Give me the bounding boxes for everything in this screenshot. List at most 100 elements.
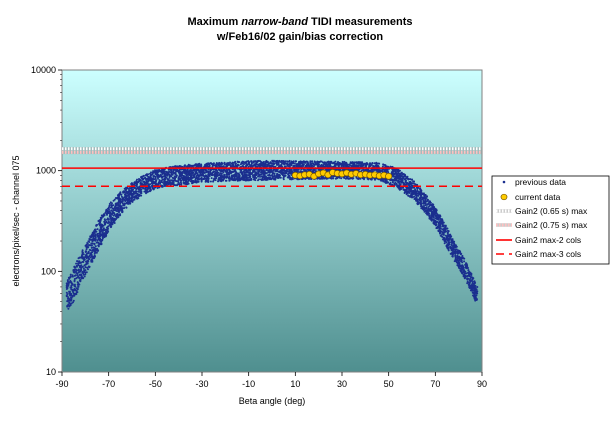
previous-data-point: [93, 249, 96, 252]
previous-data-point: [112, 204, 115, 207]
previous-data-point: [286, 170, 289, 173]
previous-data-point: [207, 176, 210, 179]
previous-data-point: [134, 181, 137, 184]
previous-data-point: [287, 165, 290, 168]
previous-data-point: [203, 172, 206, 174]
previous-data-point: [238, 161, 240, 163]
previous-data-point: [417, 194, 420, 197]
previous-data-point: [423, 210, 426, 213]
previous-data-point: [440, 230, 443, 233]
previous-data-point: [441, 221, 443, 224]
previous-data-point: [445, 241, 448, 244]
previous-data-point: [81, 255, 84, 258]
previous-data-point: [131, 188, 134, 191]
previous-data-point: [458, 250, 461, 253]
previous-data-point: [246, 176, 248, 179]
previous-data-point: [193, 164, 196, 167]
previous-data-point: [100, 243, 103, 245]
previous-data-point: [249, 169, 252, 172]
previous-data-point: [468, 272, 471, 275]
previous-data-point: [467, 269, 470, 272]
previous-data-point: [274, 165, 277, 168]
previous-data-point: [361, 161, 364, 164]
previous-data-point: [120, 193, 123, 196]
previous-data-point: [308, 177, 311, 180]
previous-data-point: [196, 173, 199, 176]
previous-data-point: [228, 175, 231, 178]
previous-data-point: [99, 239, 102, 241]
previous-data-point: [100, 229, 103, 231]
previous-data-point: [142, 177, 145, 180]
previous-data-point: [102, 227, 105, 230]
previous-data-point: [209, 169, 212, 172]
previous-data-point: [111, 218, 114, 221]
previous-data-point: [341, 160, 344, 163]
previous-data-point: [95, 224, 98, 227]
previous-data-point: [337, 163, 340, 165]
previous-data-point: [161, 178, 164, 181]
previous-data-point: [75, 269, 78, 272]
previous-data-point: [98, 233, 101, 235]
previous-data-point: [431, 213, 434, 216]
previous-data-point: [94, 230, 97, 233]
previous-data-point: [173, 175, 176, 178]
previous-data-point: [217, 180, 219, 183]
previous-data-point: [162, 175, 164, 178]
previous-data-point: [259, 175, 261, 178]
previous-data-point: [167, 179, 170, 182]
previous-data-point: [154, 183, 157, 185]
previous-data-point: [114, 218, 117, 221]
previous-data-point: [419, 196, 422, 199]
previous-data-point: [288, 165, 291, 168]
previous-data-point: [115, 204, 118, 207]
previous-data-point: [78, 283, 81, 286]
previous-data-point: [230, 170, 233, 173]
previous-data-point: [140, 182, 143, 185]
previous-data-point: [475, 292, 478, 295]
previous-data-point: [296, 164, 299, 167]
previous-data-point: [424, 194, 427, 197]
previous-data-point: [115, 206, 118, 209]
previous-data-point: [269, 176, 272, 179]
previous-data-point: [252, 170, 255, 173]
previous-data-point: [250, 161, 253, 164]
previous-data-point: [268, 171, 271, 174]
previous-data-point: [74, 288, 77, 291]
previous-data-point: [190, 180, 193, 183]
previous-data-point: [370, 178, 373, 181]
previous-data-point: [448, 235, 451, 238]
previous-data-point: [87, 250, 90, 253]
previous-data-point: [215, 177, 218, 179]
previous-data-point: [244, 178, 247, 181]
previous-data-point: [456, 264, 459, 267]
previous-data-point: [252, 178, 255, 181]
previous-data-point: [356, 164, 359, 167]
previous-data-point: [135, 185, 138, 188]
previous-data-point: [238, 179, 241, 182]
previous-data-point: [133, 187, 136, 189]
previous-data-point: [152, 180, 155, 183]
previous-data-point: [329, 164, 332, 167]
previous-data-point: [130, 197, 133, 200]
previous-data-point: [463, 260, 466, 263]
previous-data-point: [183, 178, 186, 181]
previous-data-point: [73, 268, 76, 271]
previous-data-point: [415, 196, 418, 199]
previous-data-point: [190, 175, 192, 178]
previous-data-point: [90, 242, 93, 245]
previous-data-point: [218, 161, 221, 164]
previous-data-point: [326, 169, 329, 172]
previous-data-point: [174, 172, 177, 175]
previous-data-point: [112, 214, 115, 217]
plot-area: [61, 69, 483, 373]
previous-data-point: [435, 227, 438, 230]
previous-data-point: [167, 181, 170, 184]
previous-data-point: [117, 201, 120, 204]
previous-data-point: [192, 171, 195, 174]
previous-data-point: [225, 173, 228, 176]
previous-data-point: [131, 195, 134, 198]
previous-data-point: [368, 162, 371, 165]
previous-data-point: [409, 178, 412, 181]
previous-data-point: [348, 163, 351, 166]
previous-data-point: [96, 239, 99, 242]
